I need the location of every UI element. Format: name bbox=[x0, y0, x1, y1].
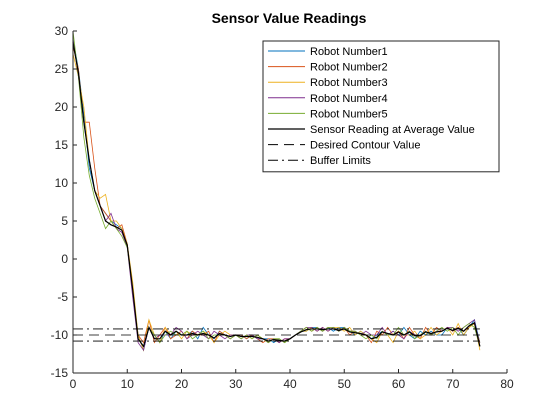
x-tick-label: 50 bbox=[338, 377, 352, 391]
y-tick-label: 30 bbox=[55, 24, 69, 38]
legend-entry: Buffer Limits bbox=[310, 155, 371, 167]
x-tick-label: 80 bbox=[500, 377, 514, 391]
y-tick-label: -15 bbox=[51, 366, 69, 380]
legend-entry: Robot Number5 bbox=[310, 108, 388, 120]
legend-entry: Sensor Reading at Average Value bbox=[310, 124, 475, 136]
x-tick-label: 20 bbox=[175, 377, 189, 391]
y-tick-label: 20 bbox=[55, 100, 69, 114]
y-tick-label: -5 bbox=[57, 290, 68, 304]
y-tick-label: 25 bbox=[55, 62, 69, 76]
legend: Robot Number1 Robot Number2 Robot Number3 R… bbox=[262, 40, 500, 173]
legend-entry: Robot Number1 bbox=[310, 46, 388, 58]
y-tick-label: 5 bbox=[61, 214, 68, 228]
legend-entry: Desired Contour Value bbox=[310, 140, 420, 152]
legend-entry: Robot Number2 bbox=[310, 62, 388, 74]
x-tick-label: 70 bbox=[446, 377, 460, 391]
legend-entry: Robot Number4 bbox=[310, 93, 388, 105]
y-tick-label: 10 bbox=[55, 176, 69, 190]
y-tick-label: 15 bbox=[55, 138, 69, 152]
x-tick-label: 40 bbox=[283, 377, 297, 391]
chart-title: Sensor Value Readings bbox=[212, 10, 367, 26]
y-tick-label: 0 bbox=[61, 252, 68, 266]
series-line-6 bbox=[72, 42, 481, 348]
legend-box bbox=[262, 40, 500, 173]
axes: 0 10 20 30 40 50 60 70 80 -15 -10 -5 0 5 10 15 20 25 30 bbox=[51, 24, 514, 391]
x-tick-label: 0 bbox=[70, 377, 77, 391]
y-tick-label: -10 bbox=[51, 328, 69, 342]
x-tick-label: 60 bbox=[392, 377, 406, 391]
legend-entry: Robot Number3 bbox=[310, 77, 388, 89]
plot-area bbox=[72, 30, 481, 352]
x-tick-label: 30 bbox=[229, 377, 243, 391]
x-tick-label: 10 bbox=[121, 377, 135, 391]
